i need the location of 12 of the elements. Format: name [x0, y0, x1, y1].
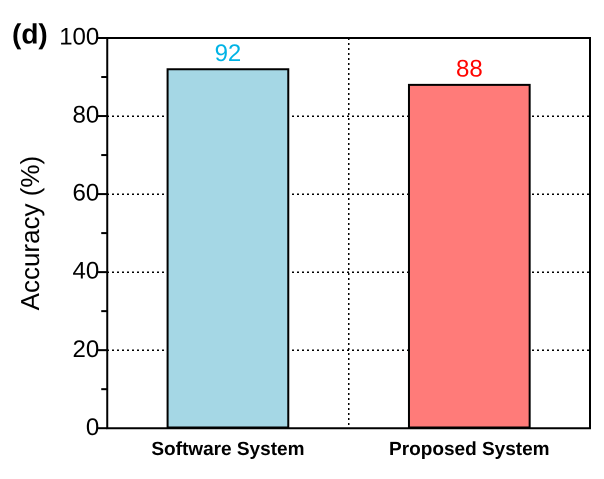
y-tick-label: 60 [72, 180, 100, 207]
data-label: 92 [214, 40, 242, 67]
y-tick-label: 80 [72, 102, 100, 129]
chart-title: (d) [12, 18, 48, 50]
y-tick-label: 0 [86, 414, 100, 441]
x-tick-label: Software System [151, 438, 304, 460]
x-tick-label: Proposed System [389, 438, 550, 460]
y-tick-label: 100 [59, 24, 100, 51]
y-tick-label: 40 [72, 258, 100, 285]
y-axis-title: Accuracy (%) [14, 156, 45, 310]
data-label: 88 [456, 55, 483, 82]
y-tick-label: 20 [72, 336, 100, 363]
